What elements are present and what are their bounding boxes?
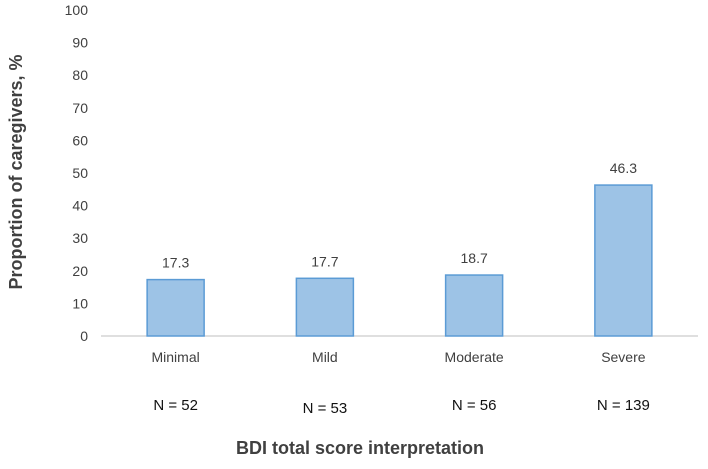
y-tick-label: 100 (65, 2, 89, 18)
bar-mild (295, 277, 355, 337)
category-label: Severe (601, 349, 646, 365)
category-label: Moderate (445, 349, 504, 365)
category-label: Minimal (152, 349, 200, 365)
sample-size-label: N = 139 (597, 397, 650, 414)
data-label: 46.3 (610, 160, 637, 176)
data-label: 17.7 (311, 253, 338, 269)
data-label: 17.3 (162, 255, 189, 271)
sample-size-labels: N = 52 N = 53 N = 56 N = 139 (153, 397, 650, 417)
y-tick-label: 40 (72, 198, 88, 214)
y-tick-label: 60 (72, 132, 88, 148)
category-label: Mild (312, 349, 338, 365)
y-axis-ticks: 0 10 20 30 40 50 60 70 80 90 100 (65, 2, 89, 344)
bars: 17.3 17.7 18.7 46.3 (146, 160, 653, 337)
sample-size-label: N = 52 (153, 397, 198, 414)
x-axis-title: BDI total score interpretation (236, 438, 484, 458)
category-labels: Minimal Mild Moderate Severe (152, 349, 646, 365)
bar-minimal (146, 278, 205, 337)
y-tick-label: 10 (72, 295, 88, 311)
y-tick-label: 70 (72, 100, 88, 116)
y-tick-label: 50 (72, 165, 88, 181)
y-tick-label: 90 (72, 35, 88, 51)
y-tick-label: 20 (72, 263, 88, 279)
bar-moderate (444, 274, 504, 337)
sample-size-label: N = 56 (452, 397, 497, 414)
y-tick-label: 0 (80, 328, 88, 344)
y-tick-label: 80 (72, 67, 88, 83)
y-axis-title: Proportion of caregivers, % (6, 54, 26, 289)
y-tick-label: 30 (72, 230, 88, 246)
data-label: 18.7 (461, 250, 488, 266)
bar-severe (594, 184, 653, 337)
sample-size-label: N = 53 (303, 400, 348, 417)
